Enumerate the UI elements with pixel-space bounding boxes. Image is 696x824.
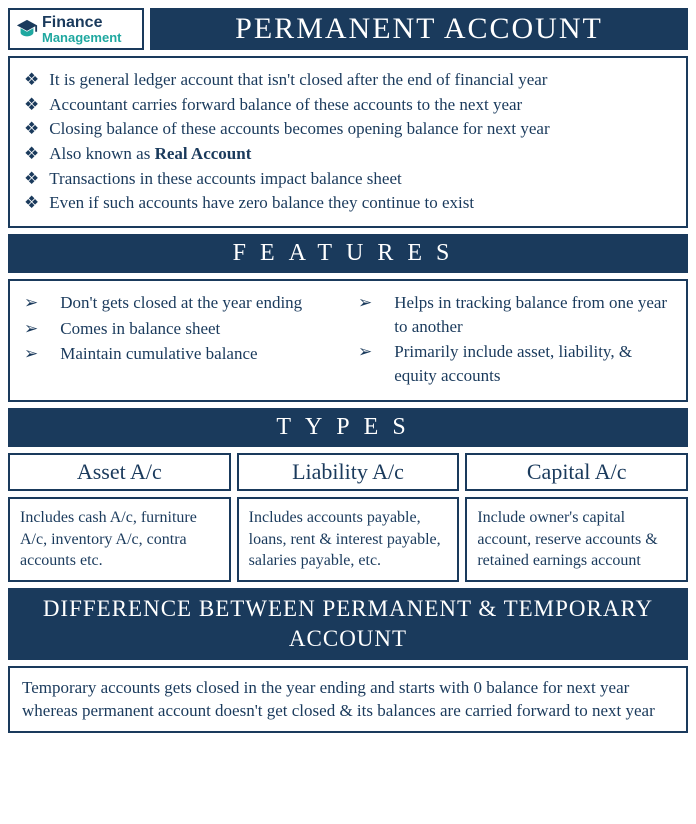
intro-item: It is general ledger account that isn't … [24, 68, 672, 93]
features-col-right: Helps in tracking balance from one year … [358, 291, 672, 390]
features-list-right: Helps in tracking balance from one year … [358, 291, 672, 388]
logo-box: Finance Management [8, 8, 144, 50]
features-box: Don't gets closed at the year ending Com… [8, 279, 688, 402]
logo-line2: Management [42, 31, 121, 44]
types-row: Asset A/c Includes cash A/c, furniture A… [8, 453, 688, 582]
graduation-cap-icon [16, 18, 38, 40]
difference-header: DIFFERENCE BETWEEN PERMANENT & TEMPORARY… [8, 588, 688, 660]
intro-item: Closing balance of these accounts become… [24, 117, 672, 142]
features-col-left: Don't gets closed at the year ending Com… [24, 291, 338, 390]
type-head: Asset A/c [8, 453, 231, 491]
type-body: Include owner's capital account, reserve… [465, 497, 688, 582]
type-head: Capital A/c [465, 453, 688, 491]
type-body: Includes cash A/c, furniture A/c, invent… [8, 497, 231, 582]
logo-text: Finance Management [42, 15, 121, 44]
page-title: PERMANENT ACCOUNT [150, 8, 688, 50]
type-col-capital: Capital A/c Include owner's capital acco… [465, 453, 688, 582]
features-columns: Don't gets closed at the year ending Com… [24, 291, 672, 390]
type-body: Includes accounts payable, loans, rent &… [237, 497, 460, 582]
feature-item: Comes in balance sheet [24, 317, 338, 341]
header-row: Finance Management PERMANENT ACCOUNT [8, 8, 688, 50]
intro-item: Accountant carries forward balance of th… [24, 93, 672, 118]
difference-box: Temporary accounts gets closed in the ye… [8, 666, 688, 734]
type-col-liability: Liability A/c Includes accounts payable,… [237, 453, 460, 582]
logo-line1: Finance [42, 15, 121, 31]
intro-item: Even if such accounts have zero balance … [24, 191, 672, 216]
intro-item: Also known as Real Account [24, 142, 672, 167]
types-header: TYPES [8, 408, 688, 447]
feature-item: Maintain cumulative balance [24, 342, 338, 366]
type-col-asset: Asset A/c Includes cash A/c, furniture A… [8, 453, 231, 582]
intro-list: It is general ledger account that isn't … [24, 68, 672, 216]
intro-item: Transactions in these accounts impact ba… [24, 167, 672, 192]
features-list-left: Don't gets closed at the year ending Com… [24, 291, 338, 366]
features-header: FEATURES [8, 234, 688, 273]
intro-box: It is general ledger account that isn't … [8, 56, 688, 228]
feature-item: Helps in tracking balance from one year … [358, 291, 672, 339]
feature-item: Primarily include asset, liability, & eq… [358, 340, 672, 388]
infographic-container: Finance Management PERMANENT ACCOUNT It … [8, 8, 688, 733]
type-head: Liability A/c [237, 453, 460, 491]
feature-item: Don't gets closed at the year ending [24, 291, 338, 315]
